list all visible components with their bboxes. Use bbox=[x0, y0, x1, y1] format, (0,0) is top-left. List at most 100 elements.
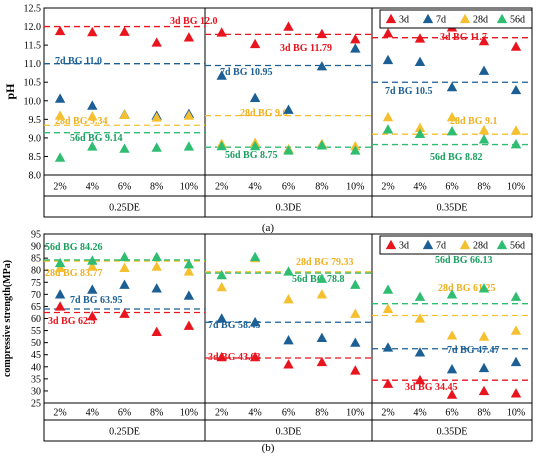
data-point-56d bbox=[87, 255, 98, 265]
data-point-3d bbox=[478, 35, 490, 46]
data-point-7d bbox=[249, 316, 261, 327]
data-point-56d bbox=[478, 134, 490, 144]
data-point-28d bbox=[54, 262, 66, 272]
panel-frame bbox=[43, 7, 533, 218]
data-point-3d bbox=[119, 26, 130, 36]
y-tick-label: 11.5 bbox=[24, 41, 41, 52]
baseline-label-3d: 3d BG 11.7 bbox=[440, 32, 487, 43]
legend-marker-56d bbox=[496, 13, 508, 24]
data-point-7d bbox=[414, 347, 426, 357]
data-point-7d bbox=[283, 335, 294, 345]
x-tick-label: 6% bbox=[118, 182, 131, 193]
data-point-28d bbox=[87, 261, 98, 271]
data-point-56d bbox=[446, 289, 458, 299]
y-tick-label: 12.0 bbox=[24, 22, 42, 33]
data-point-7d bbox=[216, 313, 227, 323]
data-point-7d bbox=[283, 104, 294, 114]
data-point-56d bbox=[151, 142, 162, 152]
baseline-label-28d: 28d BG 9.34 bbox=[55, 116, 108, 127]
y-tick-label: 10.5 bbox=[24, 78, 42, 89]
group-label: 0.35DE bbox=[437, 203, 468, 214]
data-point-28d bbox=[216, 281, 227, 292]
data-point-3d bbox=[216, 27, 227, 37]
data-point-56d bbox=[350, 145, 361, 155]
panel-label: (b) bbox=[262, 442, 275, 454]
legend-marker-28d bbox=[459, 239, 471, 250]
data-point-56d bbox=[478, 283, 490, 293]
data-point-3d bbox=[283, 359, 294, 369]
data-point-3d bbox=[283, 21, 294, 31]
data-point-28d bbox=[119, 109, 130, 120]
data-point-28d bbox=[151, 112, 162, 122]
y-tick-label: 90 bbox=[31, 242, 41, 253]
x-tick-label: 4% bbox=[248, 408, 261, 419]
x-tick-label: 4% bbox=[86, 182, 99, 193]
y-tick-label: 85 bbox=[31, 254, 41, 265]
data-point-56d bbox=[350, 279, 361, 289]
data-point-3d bbox=[87, 26, 98, 37]
data-point-56d bbox=[249, 251, 261, 262]
x-tick-label: 2% bbox=[53, 182, 66, 193]
x-tick-label: 10% bbox=[180, 182, 198, 193]
data-point-3d bbox=[119, 308, 130, 318]
data-point-3d bbox=[446, 389, 458, 399]
data-point-56d bbox=[316, 273, 328, 283]
baseline-label-28d: 28d BG 79.33 bbox=[296, 257, 354, 268]
data-point-7d bbox=[446, 81, 458, 92]
x-tick-label: 8% bbox=[315, 182, 328, 193]
y-tick-label: 40 bbox=[31, 362, 41, 373]
x-tick-label: 10% bbox=[180, 408, 198, 419]
baseline-label-56d: 56d BG 8.82 bbox=[430, 152, 483, 163]
data-point-56d bbox=[151, 251, 162, 262]
data-point-28d bbox=[446, 111, 458, 122]
data-point-3d bbox=[382, 378, 394, 388]
baseline-label-56d: 56d BG 78.8 bbox=[292, 274, 345, 285]
group-label: 0.3DE bbox=[276, 203, 302, 214]
data-point-7d bbox=[350, 43, 361, 53]
baseline-label-28d: 28d BG 83.77 bbox=[45, 268, 103, 279]
data-point-56d bbox=[183, 141, 195, 151]
data-point-7d bbox=[54, 93, 66, 103]
data-point-28d bbox=[350, 308, 361, 318]
data-point-28d bbox=[510, 325, 522, 335]
group-label: 0.25DE bbox=[109, 427, 140, 438]
y-tick-label: 10.0 bbox=[24, 96, 42, 107]
data-point-56d bbox=[414, 291, 426, 301]
x-tick-label: 8% bbox=[150, 408, 163, 419]
x-tick-label: 10% bbox=[507, 182, 525, 193]
y-tick-label: 30 bbox=[31, 386, 41, 397]
x-tick-label: 8% bbox=[315, 408, 328, 419]
data-point-28d bbox=[446, 330, 458, 340]
data-point-28d bbox=[316, 289, 328, 299]
data-point-7d bbox=[478, 362, 490, 373]
data-point-28d bbox=[87, 111, 98, 121]
data-point-7d bbox=[87, 284, 98, 294]
data-point-28d bbox=[478, 124, 490, 135]
data-point-7d bbox=[350, 337, 361, 347]
baseline-label-7d: 7d BG 10.5 bbox=[385, 86, 433, 97]
x-tick-label: 2% bbox=[215, 182, 228, 193]
baseline-label-3d: 3d BG 34.45 bbox=[405, 382, 458, 393]
x-tick-label: 6% bbox=[282, 408, 295, 419]
data-point-56d bbox=[414, 128, 426, 138]
data-point-7d bbox=[478, 65, 490, 75]
data-point-28d bbox=[478, 331, 490, 341]
data-point-56d bbox=[87, 141, 98, 151]
x-tick-label: 6% bbox=[445, 408, 458, 419]
y-tick-label: 65 bbox=[31, 302, 41, 313]
legend-label-3d: 3d bbox=[399, 241, 409, 252]
group-label: 0.35DE bbox=[437, 427, 468, 438]
data-point-28d bbox=[382, 111, 394, 122]
panel-label: (a) bbox=[262, 222, 275, 234]
data-point-3d bbox=[316, 28, 328, 39]
legend-label-7d: 7d bbox=[436, 241, 446, 252]
data-point-3d bbox=[151, 37, 162, 47]
x-tick-label: 2% bbox=[381, 408, 394, 419]
y-tick-label: 35 bbox=[31, 374, 41, 385]
legend-box bbox=[379, 235, 533, 255]
data-point-7d bbox=[316, 61, 328, 71]
data-point-28d bbox=[283, 293, 294, 304]
data-point-56d bbox=[283, 145, 294, 155]
x-tick-label: 10% bbox=[346, 408, 364, 419]
baseline-label-56d: 56d BG 84.26 bbox=[45, 242, 103, 253]
